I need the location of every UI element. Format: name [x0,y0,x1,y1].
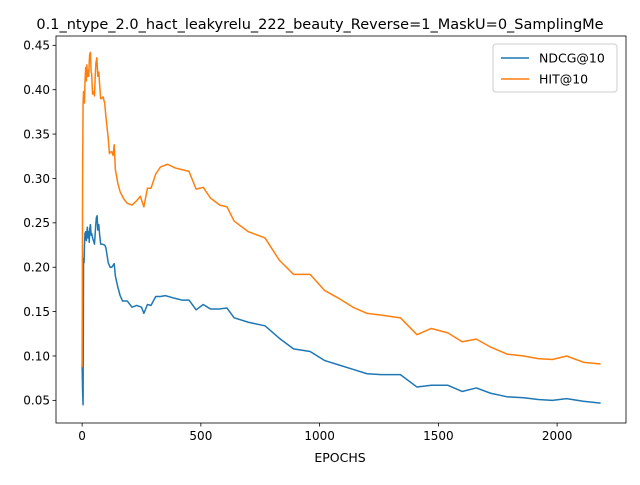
x-tick-label: 500 [189,429,212,443]
series-line-hit-10 [81,51,601,368]
y-tick-label: 0.25 [23,216,50,230]
y-tick-label: 0.40 [23,83,50,97]
legend-label-ndcg-10: NDCG@10 [539,51,605,66]
plot-area: 0 500 1000 1500 2000 0.05 0.10 0.15 0.20 0.25 0.30… [23,35,627,443]
y-tick-label: 0.30 [23,172,50,186]
x-tick-label: 0 [78,429,86,443]
y-tick-label: 0.10 [23,349,50,363]
legend-label-hit-10: HIT@10 [539,72,588,87]
x-tick-label: 1500 [423,429,454,443]
legend-box [492,43,618,93]
x-tick-label: 2000 [542,429,573,443]
series-line-ndcg-10 [81,214,601,406]
y-tick-label: 0.45 [23,39,50,53]
y-tick-label: 0.20 [23,261,50,275]
y-tick-label: 0.35 [23,127,50,141]
x-tick-label: 1000 [304,429,335,443]
axes-frame [55,35,627,424]
y-tick-label: 0.05 [23,394,50,408]
chart-title: 0.1_ntype_2.0_hact_leakyrelu_222_beauty_… [36,17,603,33]
y-tick-label: 0.15 [23,305,50,319]
x-axis-label: EPOCHS [314,450,365,465]
legend: NDCG@10 HIT@10 [492,43,618,93]
